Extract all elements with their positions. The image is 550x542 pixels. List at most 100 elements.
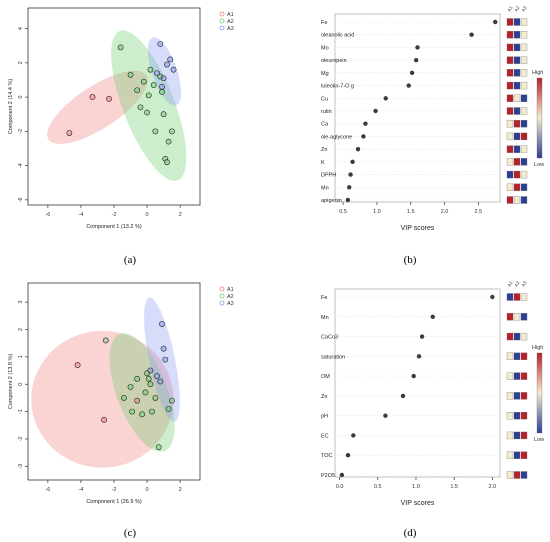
y-tick-label: 2 [18, 328, 24, 331]
legend-label-a3: A3 [227, 26, 234, 32]
x-tick-label: 2 [179, 487, 182, 493]
heatmap-column-label: A2 [514, 5, 521, 13]
colorbar-high-label: High [532, 345, 543, 351]
data-point-a2 [155, 444, 162, 451]
vip-point [350, 159, 355, 165]
data-point-a2 [165, 405, 172, 412]
y-tick-label: 2 [18, 61, 24, 64]
heatmap-cell [506, 43, 514, 52]
vip-point [419, 334, 425, 339]
vip-point [347, 185, 352, 190]
pca-plot-a: -6 -4 -2 0 2 -6 -4 -2 0 2 4 Component 1 (13.2 %) Com… [8, 7, 234, 230]
data-point-a2 [145, 92, 152, 99]
heatmap-cell [520, 196, 528, 204]
heatmap-cell [513, 352, 521, 360]
vip-point [493, 19, 498, 25]
category-label: apigenin [321, 198, 342, 204]
heatmap-cell [513, 412, 521, 420]
x-tick-label: 1.0 [373, 209, 381, 215]
y-tick-label: -4 [18, 163, 24, 168]
heatmap-cell [520, 81, 528, 90]
data-point-a3 [160, 345, 167, 352]
category-label: DPPH [321, 173, 336, 179]
heatmap-cell [520, 332, 528, 341]
data-point-a2 [117, 44, 124, 51]
heatmap-cell [513, 56, 521, 64]
x-tick-label: 1.5 [407, 209, 415, 215]
category-label: Zn [321, 394, 327, 400]
vip-point [415, 45, 420, 50]
y-tick-label: -1 [18, 409, 24, 414]
category-label: rutin [321, 109, 332, 115]
vip-point [355, 146, 361, 152]
data-point-a1 [101, 416, 107, 423]
heatmap-cell [506, 158, 514, 166]
heatmap-cell [513, 120, 521, 128]
heatmap-cell [520, 313, 528, 321]
colorbar [536, 77, 543, 159]
heatmap-cell [520, 170, 528, 179]
data-point-a2 [134, 87, 141, 94]
data-point-a3 [160, 75, 167, 82]
vip-point [490, 294, 495, 300]
heatmap-cell [513, 431, 521, 440]
data-point-a3 [154, 373, 160, 379]
data-point-a2 [134, 375, 141, 382]
data-point-a2 [121, 395, 127, 401]
heatmap-column-label: A2 [514, 280, 521, 288]
category-label: Fe [321, 295, 327, 301]
x-tick-label: -2 [112, 487, 117, 493]
x-tick-label: -4 [78, 212, 83, 218]
heatmap-cell [520, 31, 528, 39]
x-tick-label: -6 [45, 487, 50, 493]
heatmap-cell [520, 392, 528, 400]
data-point-a3 [167, 56, 174, 63]
legend-label-a2: A2 [227, 294, 234, 300]
heatmap-cell [506, 392, 514, 400]
y-tick-label: -6 [18, 197, 24, 202]
data-point-a2 [160, 111, 167, 118]
legend-marker-a2 [219, 293, 225, 299]
x-axis-label: VIP scores [401, 500, 435, 507]
data-point-a2 [102, 337, 109, 344]
heatmap-cell [513, 332, 521, 341]
data-point-a2 [142, 389, 149, 396]
x-tick-label: -4 [78, 487, 83, 493]
heatmap-cell [520, 451, 528, 459]
data-point-a1 [66, 130, 73, 136]
data-point-a2 [127, 384, 134, 390]
confidence-ellipse-a2 [109, 333, 175, 452]
data-point-a2 [129, 408, 136, 415]
heatmap-cell [520, 120, 528, 128]
x-tick-label: 2.0 [441, 209, 449, 215]
heatmap-cell [513, 313, 521, 321]
vip-point [383, 96, 388, 101]
category-label: Mn [321, 185, 329, 191]
vip-point [345, 453, 351, 458]
category-label: Cu [321, 96, 328, 102]
data-point-a3 [157, 378, 164, 385]
data-point-a2 [168, 128, 175, 135]
heatmap-cell [520, 158, 528, 166]
heatmap-cell [520, 352, 528, 360]
heatmap-cell [513, 293, 521, 301]
x-tick-label: 0.5 [339, 209, 347, 215]
heatmap-cell [513, 107, 521, 115]
heatmap-cell [513, 183, 521, 191]
heatmap-cell [513, 31, 521, 39]
heatmap-cell [520, 56, 528, 64]
data-point-a2 [139, 411, 146, 418]
heatmap-cell [513, 81, 521, 90]
category-label: TOC [321, 453, 333, 459]
heatmap-cell [506, 313, 514, 321]
data-point-a1 [74, 362, 81, 368]
category-label: Fe [321, 20, 327, 26]
legend-marker-a3 [219, 300, 225, 306]
y-tick-label: -2 [18, 129, 24, 134]
data-point-a2 [164, 159, 170, 166]
heatmap-cell [513, 471, 521, 479]
panel-b: Fe oleanolic acid Mo oleuropein Mg luteolin-7… [275, 0, 550, 245]
y-tick-label: 3 [18, 301, 24, 304]
legend-label-a1: A1 [227, 12, 234, 18]
legend-label-a2: A2 [227, 19, 234, 25]
